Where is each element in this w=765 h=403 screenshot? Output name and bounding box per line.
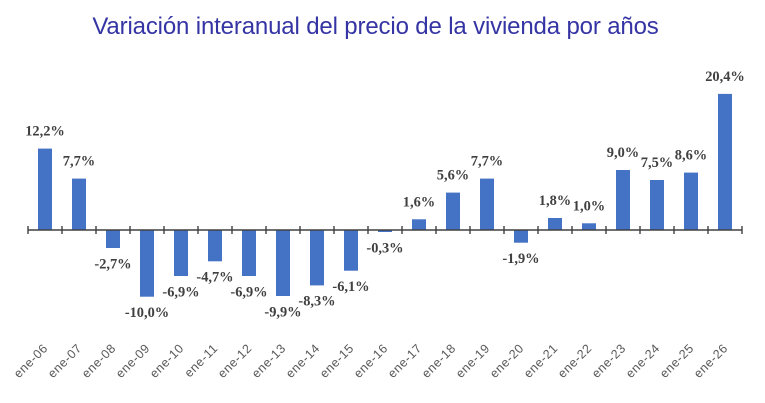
svg-text:ene-24: ene-24 [623, 341, 663, 381]
svg-text:ene-17: ene-17 [385, 341, 425, 381]
svg-text:ene-18: ene-18 [419, 341, 459, 381]
svg-text:-8,3%: -8,3% [298, 294, 335, 310]
svg-text:-9,9%: -9,9% [264, 304, 301, 320]
svg-text:ene-20: ene-20 [487, 341, 527, 381]
svg-text:8,6%: 8,6% [675, 148, 707, 164]
svg-text:ene-22: ene-22 [555, 341, 595, 381]
svg-text:-2,7%: -2,7% [94, 256, 131, 272]
svg-text:ene-15: ene-15 [317, 341, 357, 381]
svg-text:7,7%: 7,7% [471, 154, 503, 170]
svg-text:ene-16: ene-16 [351, 341, 391, 381]
svg-text:-6,1%: -6,1% [332, 279, 369, 295]
svg-text:ene-06: ene-06 [11, 341, 51, 381]
svg-text:ene-10: ene-10 [147, 341, 187, 381]
svg-text:-6,9%: -6,9% [230, 284, 267, 300]
svg-text:1,6%: 1,6% [403, 194, 435, 210]
svg-text:7,5%: 7,5% [641, 155, 673, 171]
svg-text:9,0%: 9,0% [607, 145, 639, 161]
svg-text:ene-21: ene-21 [521, 341, 561, 381]
svg-text:ene-26: ene-26 [691, 341, 731, 381]
svg-text:ene-14: ene-14 [283, 341, 323, 381]
svg-text:ene-11: ene-11 [182, 341, 221, 380]
svg-text:ene-09: ene-09 [113, 341, 153, 381]
svg-text:ene-19: ene-19 [453, 341, 493, 381]
svg-text:1,8%: 1,8% [539, 193, 571, 209]
svg-text:-10,0%: -10,0% [125, 305, 169, 321]
svg-text:12,2%: 12,2% [25, 124, 65, 140]
svg-text:1,0%: 1,0% [573, 198, 605, 214]
svg-text:ene-07: ene-07 [45, 341, 85, 381]
svg-text:ene-13: ene-13 [249, 341, 289, 381]
svg-text:-6,9%: -6,9% [162, 284, 199, 300]
svg-text:-1,9%: -1,9% [502, 251, 539, 267]
svg-text:ene-25: ene-25 [657, 341, 697, 381]
svg-text:-0,3%: -0,3% [366, 240, 403, 256]
svg-text:ene-12: ene-12 [215, 341, 255, 381]
svg-text:5,6%: 5,6% [437, 168, 469, 184]
svg-text:ene-23: ene-23 [589, 341, 629, 381]
svg-text:-4,7%: -4,7% [196, 270, 233, 286]
svg-text:20,4%: 20,4% [705, 69, 745, 85]
svg-text:7,7%: 7,7% [63, 154, 95, 170]
svg-text:ene-08: ene-08 [79, 341, 119, 381]
